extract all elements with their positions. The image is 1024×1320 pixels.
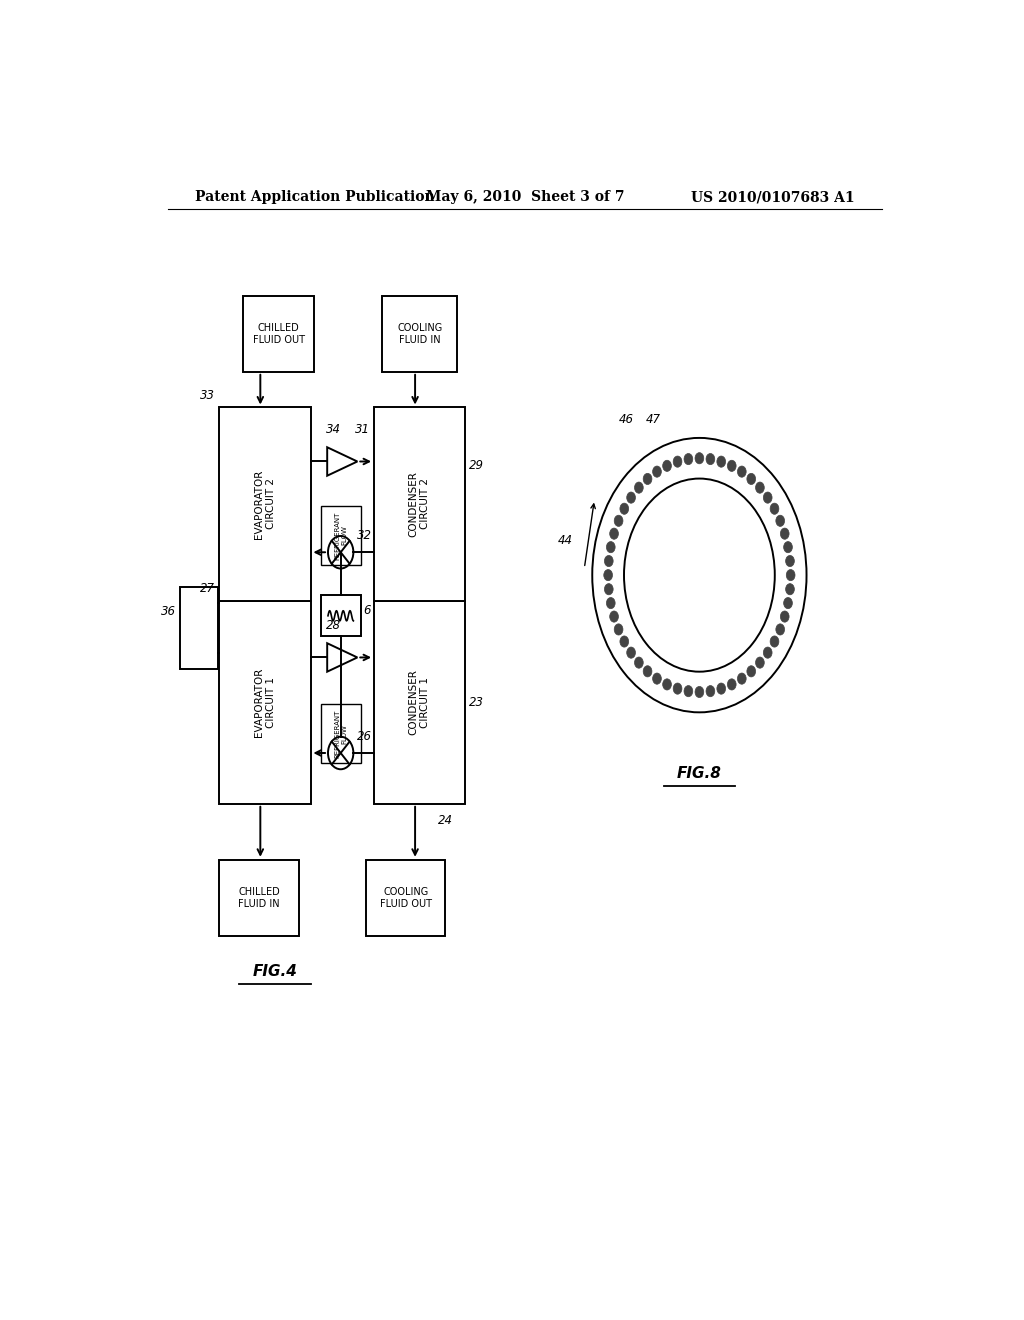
Circle shape	[770, 503, 779, 515]
Circle shape	[614, 515, 623, 527]
Circle shape	[652, 466, 662, 478]
Circle shape	[780, 611, 790, 622]
Text: May 6, 2010  Sheet 3 of 7: May 6, 2010 Sheet 3 of 7	[426, 190, 624, 205]
Circle shape	[763, 647, 772, 659]
Text: 34: 34	[327, 424, 341, 436]
Circle shape	[727, 678, 736, 690]
Text: CONDENSER
CIRCUIT 1: CONDENSER CIRCUIT 1	[409, 669, 430, 735]
Circle shape	[717, 455, 726, 467]
Circle shape	[737, 466, 746, 478]
Text: REFRIGERANT
FLOW: REFRIGERANT FLOW	[334, 709, 347, 758]
Circle shape	[783, 598, 793, 609]
Circle shape	[780, 528, 790, 540]
Circle shape	[614, 624, 623, 635]
Text: CHILLED
FLUID OUT: CHILLED FLUID OUT	[253, 323, 305, 345]
FancyBboxPatch shape	[219, 408, 310, 601]
Text: 31: 31	[355, 424, 370, 436]
Circle shape	[695, 453, 703, 463]
Circle shape	[627, 647, 636, 659]
Text: FIG.4: FIG.4	[252, 964, 297, 979]
Circle shape	[695, 686, 703, 697]
Circle shape	[604, 556, 613, 566]
Circle shape	[663, 461, 672, 471]
Circle shape	[746, 474, 756, 484]
Text: 24: 24	[438, 814, 453, 826]
Circle shape	[706, 685, 715, 697]
Text: 27: 27	[201, 582, 215, 595]
Circle shape	[756, 482, 764, 494]
Circle shape	[604, 569, 612, 581]
Text: 32: 32	[356, 529, 372, 543]
Circle shape	[643, 474, 652, 484]
Circle shape	[770, 636, 779, 647]
Circle shape	[706, 454, 715, 465]
Circle shape	[727, 461, 736, 471]
Text: FIG.8: FIG.8	[677, 766, 722, 781]
Text: CHILLED
FLUID IN: CHILLED FLUID IN	[238, 887, 280, 908]
Text: REFRIGERANT
FLOW: REFRIGERANT FLOW	[334, 511, 347, 560]
Circle shape	[785, 583, 795, 595]
Text: 26: 26	[356, 730, 372, 743]
FancyBboxPatch shape	[243, 296, 314, 372]
Circle shape	[620, 636, 629, 647]
FancyBboxPatch shape	[219, 601, 310, 804]
Circle shape	[652, 673, 662, 684]
Circle shape	[620, 503, 629, 515]
Circle shape	[746, 665, 756, 677]
Circle shape	[673, 455, 682, 467]
Text: 47: 47	[646, 413, 660, 426]
Circle shape	[763, 492, 772, 503]
Circle shape	[717, 682, 726, 694]
Circle shape	[783, 541, 793, 553]
Circle shape	[756, 657, 764, 668]
FancyBboxPatch shape	[321, 506, 360, 565]
Circle shape	[635, 657, 643, 668]
Circle shape	[785, 556, 795, 566]
Circle shape	[776, 515, 784, 527]
Circle shape	[673, 682, 682, 694]
Circle shape	[606, 598, 615, 609]
Circle shape	[786, 569, 795, 581]
Text: 44: 44	[557, 535, 572, 548]
FancyBboxPatch shape	[321, 595, 360, 636]
Circle shape	[684, 685, 693, 697]
Text: 6: 6	[362, 605, 371, 618]
Circle shape	[609, 528, 618, 540]
Text: 36: 36	[161, 605, 176, 618]
FancyBboxPatch shape	[367, 859, 445, 936]
Text: 46: 46	[620, 413, 634, 426]
Circle shape	[737, 673, 746, 684]
Text: COOLING
FLUID IN: COOLING FLUID IN	[397, 323, 442, 345]
Text: US 2010/0107683 A1: US 2010/0107683 A1	[690, 190, 854, 205]
Text: EVAPORATOR
CIRCUIT 2: EVAPORATOR CIRCUIT 2	[254, 470, 275, 539]
Circle shape	[609, 611, 618, 622]
Circle shape	[663, 678, 672, 690]
Text: 28: 28	[327, 619, 341, 632]
Text: CONDENSER
CIRCUIT 2: CONDENSER CIRCUIT 2	[409, 471, 430, 537]
FancyBboxPatch shape	[321, 704, 360, 763]
FancyBboxPatch shape	[179, 587, 218, 669]
Text: COOLING
FLUID OUT: COOLING FLUID OUT	[380, 887, 432, 908]
Text: 33: 33	[201, 389, 215, 403]
Circle shape	[635, 482, 643, 494]
Text: Patent Application Publication: Patent Application Publication	[196, 190, 435, 205]
FancyBboxPatch shape	[374, 408, 465, 601]
FancyBboxPatch shape	[382, 296, 458, 372]
Circle shape	[606, 541, 615, 553]
Text: EVAPORATOR
CIRCUIT 1: EVAPORATOR CIRCUIT 1	[254, 668, 275, 737]
Circle shape	[776, 624, 784, 635]
Text: 23: 23	[469, 696, 484, 709]
Text: 29: 29	[469, 459, 484, 471]
FancyBboxPatch shape	[219, 859, 299, 936]
Circle shape	[684, 454, 693, 465]
Circle shape	[643, 665, 652, 677]
FancyBboxPatch shape	[374, 601, 465, 804]
Circle shape	[604, 583, 613, 595]
Circle shape	[627, 492, 636, 503]
